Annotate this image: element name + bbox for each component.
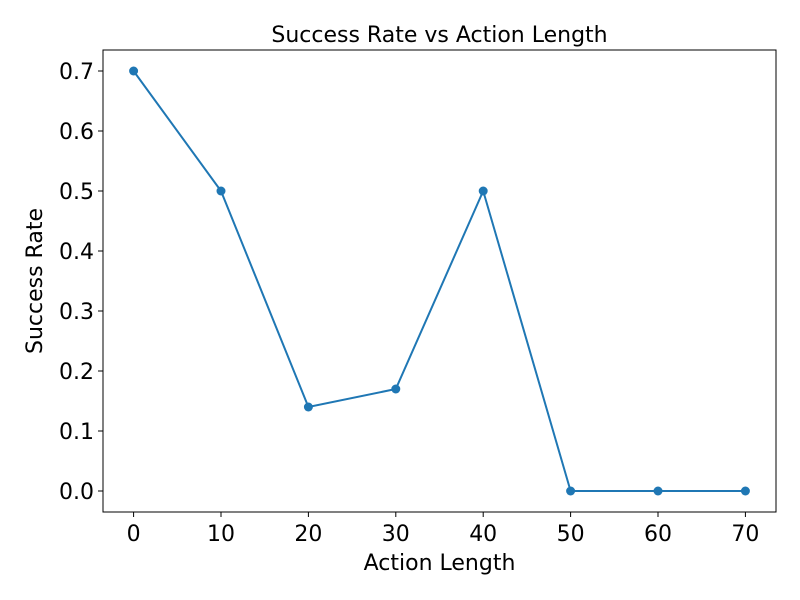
x-tick-label: 40 xyxy=(469,522,497,547)
data-point xyxy=(566,486,576,496)
plot-area-frame xyxy=(102,49,777,513)
series-layer xyxy=(129,66,750,496)
data-point xyxy=(129,66,139,76)
data-point xyxy=(740,486,750,496)
y-tick-label: 0.2 xyxy=(59,360,94,385)
y-axis-label: Success Rate xyxy=(23,208,48,354)
data-point xyxy=(478,186,488,196)
y-tick-label: 0.7 xyxy=(59,60,94,85)
y-axis-ticks: 0.0 0.1 0.2 0.3 0.4 0.5 0.6 0.7 xyxy=(59,60,103,505)
data-point xyxy=(216,186,226,196)
y-tick-label: 0.3 xyxy=(59,300,94,325)
x-tick-label: 60 xyxy=(644,522,672,547)
x-tick-label: 10 xyxy=(207,522,235,547)
x-tick-label: 70 xyxy=(731,522,759,547)
y-tick-label: 0.4 xyxy=(59,240,94,265)
chart-title: Success Rate vs Action Length xyxy=(271,23,607,48)
y-tick-label: 0.5 xyxy=(59,180,94,205)
x-tick-label: 20 xyxy=(294,522,322,547)
data-point xyxy=(303,402,313,412)
y-tick-label: 0.0 xyxy=(59,480,94,505)
y-tick-label: 0.1 xyxy=(59,420,94,445)
x-tick-label: 30 xyxy=(382,522,410,547)
y-tick-label: 0.6 xyxy=(59,120,94,145)
x-tick-label: 50 xyxy=(557,522,585,547)
x-axis-ticks: 0 10 20 30 40 50 60 70 xyxy=(127,512,759,547)
data-point xyxy=(391,384,401,394)
x-tick-label: 0 xyxy=(127,522,141,547)
data-point xyxy=(653,486,663,496)
series-line xyxy=(132,70,746,492)
x-axis-label: Action Length xyxy=(364,551,516,576)
